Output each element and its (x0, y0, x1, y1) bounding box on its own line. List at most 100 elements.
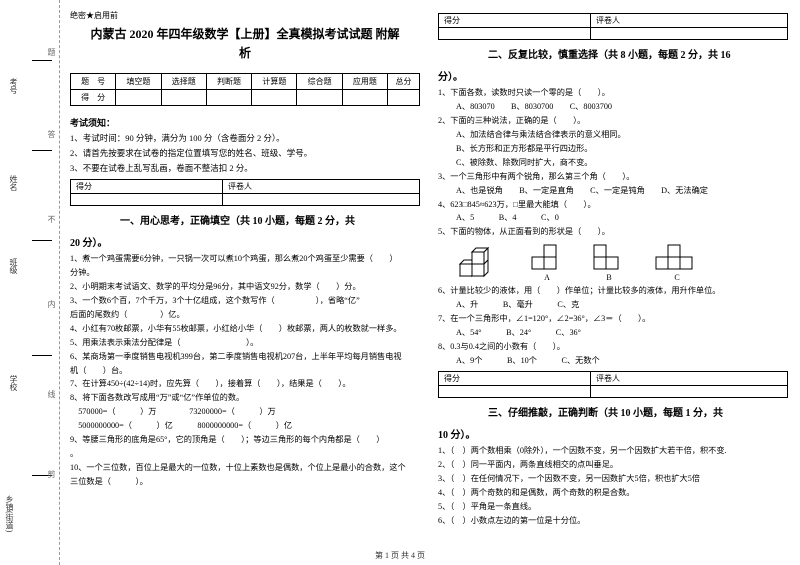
question-line: 4、（ ）两个奇数的和是偶数，两个奇数的积是合数。 (438, 486, 788, 500)
question-line: 分钟。 (70, 266, 420, 280)
binding-underline (32, 150, 52, 151)
cut-line-char: 不 (46, 215, 57, 223)
title-line-2: 析 (239, 46, 251, 60)
exam-page: 乡镇(街道) 学校 班级 姓名 考号 剪 线 内 不 答 题 绝密★启用前 内蒙… (0, 0, 800, 565)
cell (222, 194, 419, 206)
section-2-heading-cont: 分）。 (438, 68, 788, 83)
question-line: 6、（ ）小数点左边的第一位是十分位。 (438, 514, 788, 528)
cell: 评卷人 (590, 371, 787, 385)
option-line: B、长方形和正方形都是平行四边形。 (438, 142, 788, 156)
option-line: A、也是锐角 B、一定是直角 C、一定是钝角 D、无法确定 (438, 184, 788, 198)
binding-margin: 乡镇(街道) 学校 班级 姓名 考号 剪 线 内 不 答 题 (0, 0, 60, 565)
cell: 得分 (439, 371, 591, 385)
question-line: 2、（ ）同一平面内，两条直线相交的点叫垂足。 (438, 458, 788, 472)
cell (439, 28, 591, 40)
cell (116, 90, 161, 106)
cell: 计算题 (252, 74, 297, 90)
binding-label: 乡镇(街道) (4, 495, 15, 532)
question-line: 4、小红有70枚邮票，小华有55枚邮票，小红给小华（ ）枚邮票，两人的枚数就一样… (70, 322, 420, 336)
front-view-c-icon: C (654, 243, 700, 282)
cell (252, 90, 297, 106)
question-line: 5、用乘法表示乘法分配律是（ ）。 (70, 336, 420, 350)
grader-table: 得分评卷人 (70, 179, 420, 206)
binding-underline (32, 240, 52, 241)
section-2-heading: 二、反复比较，慎重选择（共 8 小题，每题 2 分，共 16 (438, 46, 788, 61)
iso-shape-icon (456, 244, 502, 282)
cell (342, 90, 387, 106)
question-line: 机（ ）台。 (70, 364, 420, 378)
cell (206, 90, 251, 106)
cell (388, 90, 420, 106)
question-line: 6、计量比较少的液体，用（ ）作单位；计量比较多的液体，用升作单位。 (438, 284, 788, 298)
question-line: 5000000000=（ ）亿 8000000000=（ ）亿 (70, 419, 420, 433)
question-line: 2、下面的三种说法，正确的是（ ）。 (438, 114, 788, 128)
cut-line-char: 内 (46, 300, 57, 308)
question-line: 7、在计算450÷(42÷14)时，应先算（ ），接着算（ ），结果是（ ）。 (70, 377, 420, 391)
question-line: 。 (70, 447, 420, 461)
question-line: 3、一个数6个百，7个千万，3个十亿组成，这个数写作（ ），省略“亿” (70, 294, 420, 308)
cell: 判断题 (206, 74, 251, 90)
cut-line-char: 线 (46, 390, 57, 398)
page-footer: 第 1 页 共 4 页 (0, 550, 800, 561)
cell (71, 194, 223, 206)
section-3-heading-cont: 10 分）。 (438, 426, 788, 441)
option-line: A、54° B、24° C、36° (438, 326, 788, 340)
cell: 选择题 (161, 74, 206, 90)
option-line: A、升 B、毫升 C、克 (438, 298, 788, 312)
grader-table: 得分评卷人 (438, 371, 788, 398)
binding-underline (32, 355, 52, 356)
shapes-row: A B C (438, 239, 788, 284)
front-view-b-icon: B (592, 243, 626, 282)
question-line: 1、煮一个鸡蛋需要6分钟，一只锅一次可以煮10个鸡蛋，那么煮20个鸡蛋至少需要（… (70, 252, 420, 266)
table-row: 题 号 填空题 选择题 判断题 计算题 综合题 应用题 总分 (71, 74, 420, 90)
question-line: 5、（ ）平角是一条直线。 (438, 500, 788, 514)
section-1-heading: 一、用心思考，正确填空（共 10 小题，每题 2 分，共 (70, 212, 420, 227)
question-line: 10、一个三位数，百位上是最大的一位数，十位上素数也是偶数，个位上是最小的合数，… (70, 461, 420, 475)
cell: 总分 (388, 74, 420, 90)
binding-label: 姓名 (8, 175, 19, 191)
cell: 综合题 (297, 74, 342, 90)
question-line: 8、0.3与0.4之间的小数有（ ）。 (438, 340, 788, 354)
cell (439, 385, 591, 397)
cell (161, 90, 206, 106)
option-line: A、803070 B、8030700 C、8003700 (438, 100, 788, 114)
shape-label: C (674, 273, 679, 282)
question-line: 5、下面的物体，从正面看到的形状是（ ）。 (438, 225, 788, 239)
cut-line-char: 题 (46, 48, 57, 56)
shape-label: A (544, 273, 550, 282)
notice-item: 2、请首先按要求在试卷的指定位置填写您的姓名、班级、学号。 (70, 146, 420, 161)
exam-title: 内蒙古 2020 年四年级数学【上册】全真模拟考试试题 附解 析 (70, 25, 420, 63)
cell: 得分 (71, 180, 223, 194)
cell: 题 号 (71, 74, 116, 90)
question-line: 1、（ ）两个数相乘（0除外），一个因数不变，另一个因数扩大若干倍，积不变. (438, 444, 788, 458)
option-line: A、9个 B、10个 C、无数个 (438, 354, 788, 368)
title-line-1: 内蒙古 2020 年四年级数学【上册】全真模拟考试试题 附解 (90, 27, 399, 41)
cell (590, 385, 787, 397)
table-row: 得 分 (71, 90, 420, 106)
right-column: 得分评卷人 二、反复比较，慎重选择（共 8 小题，每题 2 分，共 16 分）。… (438, 10, 788, 547)
option-line: A、加法结合律与乘法结合律表示的意义相同。 (438, 128, 788, 142)
question-line: 3、一个三角形中有两个锐角，那么第三个角（ ）。 (438, 170, 788, 184)
binding-label: 学校 (8, 375, 19, 391)
question-line: 3、（ ）在任何情况下，一个因数不变，另一因数扩大5倍，积也扩大5倍 (438, 472, 788, 486)
front-view-a-icon: A (530, 243, 564, 282)
content-area: 绝密★启用前 内蒙古 2020 年四年级数学【上册】全真模拟考试试题 附解 析 … (60, 0, 800, 565)
option-line: C、被除数、除数同时扩大，商不变。 (438, 156, 788, 170)
notice-item: 3、不要在试卷上乱写乱画，卷面不整洁扣 2 分。 (70, 161, 420, 176)
question-line: 9、等腰三角形的底角是65°，它的顶角是（ ）；等边三角形的每个内角都是（ ） (70, 433, 420, 447)
notice-item: 1、考试时间：90 分钟，满分为 100 分（含卷面分 2 分）。 (70, 131, 420, 146)
binding-label: 班级 (8, 258, 19, 274)
cell: 得分 (439, 14, 591, 28)
cut-line-char: 剪 (46, 470, 57, 478)
question-line: 8、将下面各数改写成用“万”或“亿”作单位的数。 (70, 391, 420, 405)
score-table: 题 号 填空题 选择题 判断题 计算题 综合题 应用题 总分 得 分 (70, 73, 420, 106)
cell (590, 28, 787, 40)
section-1-heading-cont: 20 分）。 (70, 234, 420, 249)
cell: 填空题 (116, 74, 161, 90)
question-line: 后面的尾数约（ ）亿。 (70, 308, 420, 322)
question-line: 570000=（ ）万 73200000=（ ）万 (70, 405, 420, 419)
binding-underline (32, 60, 52, 61)
cell: 应用题 (342, 74, 387, 90)
cell (297, 90, 342, 106)
cell: 得 分 (71, 90, 116, 106)
